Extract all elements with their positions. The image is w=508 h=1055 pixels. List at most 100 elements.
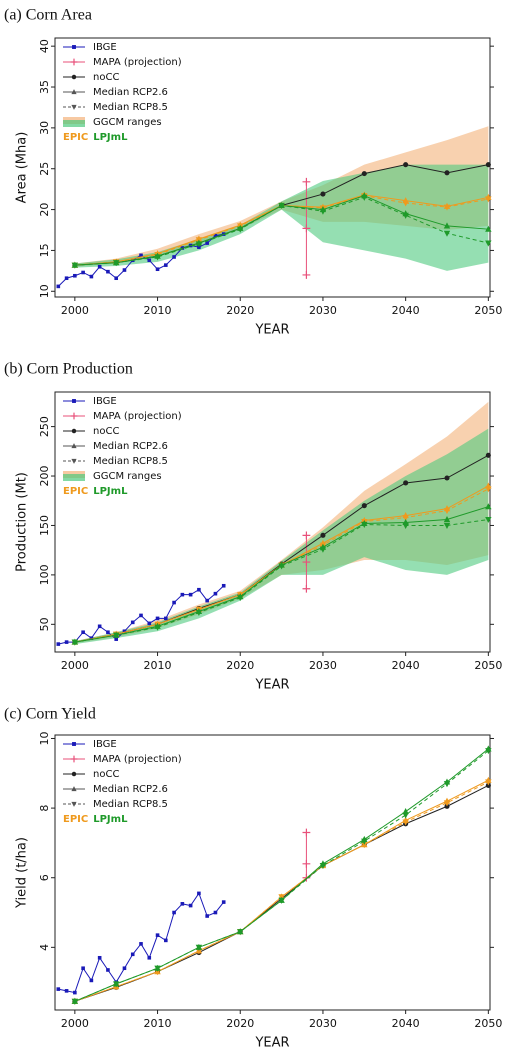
point: [302, 531, 311, 540]
point: [485, 503, 492, 510]
point: [172, 910, 176, 915]
point: [485, 196, 492, 203]
point: [130, 620, 135, 625]
panel-title: (a) Corn Area: [4, 7, 92, 24]
legend-entry-marker: [72, 45, 76, 49]
x-tick-label: 2050: [474, 1017, 502, 1030]
y-tick-label: 10: [38, 731, 51, 745]
point: [89, 274, 94, 279]
legend-entry-marker: [72, 399, 76, 403]
point: [213, 591, 218, 596]
y-tick-label: 6: [38, 874, 51, 881]
point: [64, 276, 69, 281]
point: [485, 240, 492, 247]
point: [164, 616, 168, 621]
point: [71, 262, 79, 269]
point: [485, 516, 492, 524]
legend-entry-marker: [70, 412, 78, 420]
point: [402, 812, 409, 819]
point: [221, 900, 226, 904]
legend-entry-marker: [72, 742, 76, 746]
point: [302, 584, 311, 593]
legend-entry: noCC: [93, 72, 119, 83]
legend-model: LPJmL: [93, 132, 128, 143]
point: [221, 583, 226, 588]
point: [278, 897, 285, 904]
x-tick-label: 2040: [392, 1017, 420, 1030]
x-axis-label: YEAR: [254, 1036, 289, 1051]
point: [443, 508, 451, 515]
panel-title: (b) Corn Production: [4, 361, 133, 378]
legend-entry: Median RCP8.5: [93, 456, 168, 467]
point: [81, 966, 85, 971]
y-tick-label: 10: [38, 284, 51, 298]
point: [205, 598, 209, 603]
point: [172, 255, 176, 259]
legend-entry: Median RCP2.6: [93, 441, 168, 452]
point: [106, 968, 110, 972]
point: [154, 624, 161, 631]
point: [188, 903, 193, 908]
legend-entry: noCC: [93, 769, 119, 780]
range-band: [74, 126, 489, 267]
legend-entry: Median RCP8.5: [93, 799, 168, 810]
point: [320, 191, 326, 197]
point: [154, 965, 161, 972]
point: [320, 532, 326, 538]
point: [485, 748, 492, 755]
point: [302, 271, 311, 279]
point: [112, 632, 120, 639]
y-tick-label: 50: [38, 617, 51, 631]
legend-model: LPJmL: [93, 486, 128, 497]
point: [205, 914, 209, 918]
legend-entry: GGCM ranges: [93, 471, 162, 482]
point: [302, 859, 311, 868]
y-axis-label: Yield (t/ha): [15, 837, 30, 909]
point: [361, 503, 367, 509]
legend-entry-marker: [71, 786, 77, 792]
point: [89, 636, 94, 640]
point: [71, 998, 79, 1005]
legend-entry-marker: [71, 104, 77, 110]
legend-entry-marker: [70, 58, 78, 66]
point: [164, 938, 168, 943]
x-tick-label: 2050: [474, 304, 502, 317]
point: [122, 268, 127, 272]
point: [444, 170, 450, 176]
point: [106, 269, 110, 274]
x-tick-label: 2000: [61, 1017, 89, 1030]
point: [64, 989, 69, 993]
point: [402, 212, 409, 219]
point: [443, 222, 451, 229]
x-tick-label: 2020: [226, 304, 254, 317]
panel-title: (c) Corn Yield: [4, 706, 96, 723]
x-tick-label: 2000: [61, 304, 89, 317]
point: [237, 595, 244, 602]
x-tick-label: 2030: [309, 1017, 337, 1030]
point: [81, 630, 85, 635]
point: [403, 480, 409, 486]
range-band: [74, 164, 489, 271]
point: [180, 902, 185, 906]
x-axis-label: YEAR: [254, 323, 289, 338]
x-tick-label: 2020: [226, 1017, 254, 1030]
x-tick-label: 2050: [474, 659, 502, 672]
point: [97, 264, 102, 269]
y-tick-label: 4: [38, 944, 51, 951]
x-tick-label: 2000: [61, 659, 89, 672]
point: [147, 621, 152, 626]
point: [319, 862, 327, 870]
point: [403, 162, 409, 168]
point: [73, 273, 77, 278]
y-tick-label: 30: [38, 121, 51, 135]
point: [64, 640, 69, 644]
series-line: [74, 779, 489, 1002]
y-tick-label: 250: [38, 416, 51, 437]
legend-model: EPIC: [63, 814, 88, 825]
legend-entry-marker: [71, 801, 77, 807]
x-tick-label: 2030: [309, 304, 337, 317]
point: [139, 253, 143, 258]
y-tick-label: 35: [38, 80, 51, 94]
point: [197, 587, 201, 592]
